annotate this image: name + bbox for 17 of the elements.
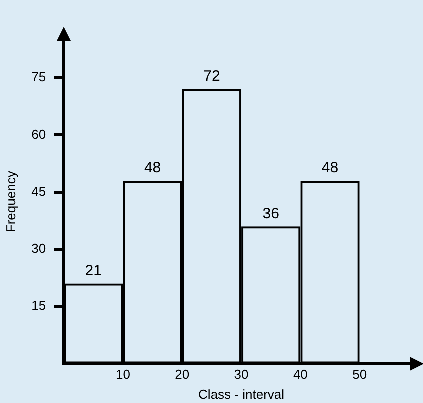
x-tick-label: 40 [293, 367, 308, 382]
y-tick-label: 15 [32, 298, 46, 314]
x-tick-label: 20 [175, 367, 190, 382]
data-label: 48 [322, 160, 339, 177]
x-tick-label: 30 [234, 367, 249, 382]
x-tick-label: 10 [116, 367, 130, 382]
x-tick-label: 50 [352, 367, 368, 382]
data-label: 36 [262, 205, 280, 222]
data-label: 48 [144, 160, 162, 177]
y-tick-label: 75 [32, 70, 46, 85]
y-tick-label: 45 [32, 184, 46, 199]
data-label: 72 [204, 68, 220, 86]
y-tick-label: 60 [32, 126, 46, 142]
y-axis-title: Frequency [3, 170, 18, 233]
data-label: 21 [85, 262, 102, 280]
y-tick-label: 30 [32, 241, 46, 256]
x-axis-title: Class - interval [198, 386, 285, 402]
